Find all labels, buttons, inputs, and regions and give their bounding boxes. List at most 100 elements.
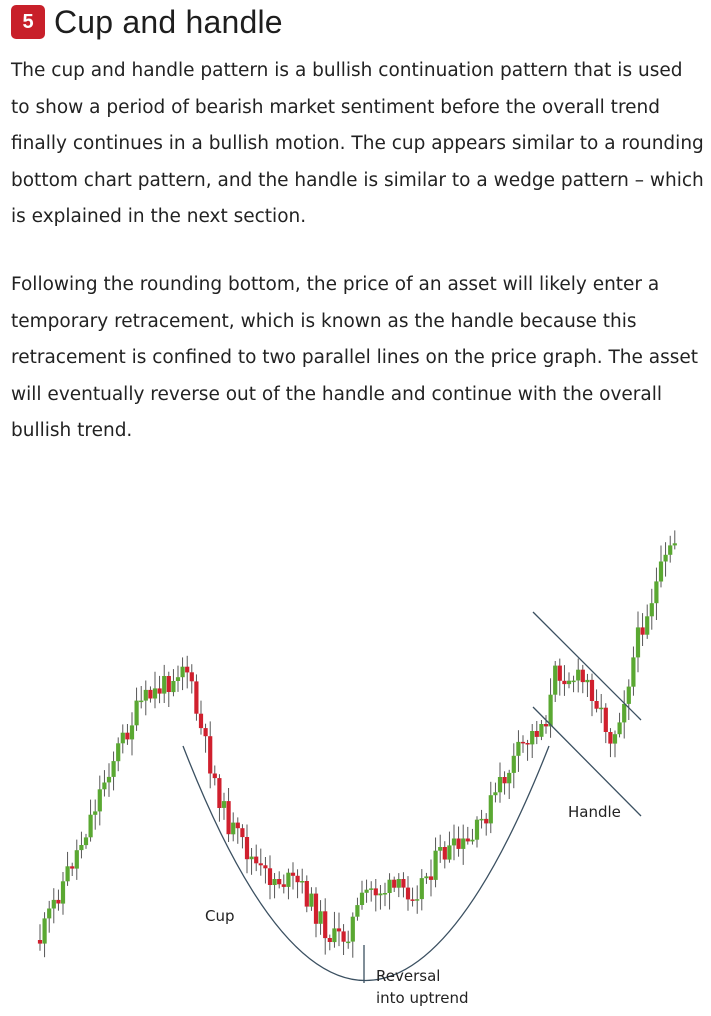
candle-body-54 [286,872,291,887]
candle-body-128 [626,686,631,704]
candle-body-132 [645,616,650,635]
candle-body-74 [378,893,383,896]
handle-label: Handle [568,803,621,821]
candlestick-series [37,530,677,958]
candle-body-118 [580,669,585,683]
candle-body-98 [488,795,493,824]
candle-body-66 [341,931,346,942]
candle-body-88 [442,847,447,860]
candle-body-9 [79,845,84,851]
candle-body-64 [332,928,337,943]
candle-body-24 [148,689,153,699]
candle-body-33 [189,672,194,682]
candle-body-0 [37,940,43,944]
candle-body-18 [120,732,125,744]
candle-body-15 [106,776,112,783]
candle-body-47 [254,856,259,864]
candle-body-3 [51,899,56,909]
candle-body-102 [507,772,512,784]
candle-body-55 [290,872,296,876]
candle-body-32 [185,666,190,673]
candle-body-105 [520,741,526,744]
candle-body-27 [162,676,167,694]
candle-body-101 [502,777,507,784]
candle-body-87 [438,847,443,851]
candle-body-122 [599,707,604,710]
candle-body-5 [60,881,66,904]
candle-body-62 [323,911,328,939]
reversal-label-line1: Reversal [376,967,440,985]
candle-body-129 [631,657,636,687]
candle-body-23 [143,689,148,701]
candle-body-127 [622,703,627,723]
candle-body-10 [83,837,89,846]
candle-body-14 [102,782,107,790]
candle-body-104 [516,741,521,756]
candle-body-22 [139,700,144,703]
candle-body-114 [562,680,567,685]
candle-body-42 [231,822,236,835]
candle-body-35 [198,713,204,729]
candle-body-56 [295,875,300,883]
candle-body-58 [304,881,309,907]
candle-body-135 [658,561,664,582]
candle-body-113 [557,665,562,681]
candle-body-83 [419,878,424,900]
candle-body-110 [543,724,549,727]
candle-body-120 [589,679,595,701]
candle-body-16 [111,761,116,777]
candle-body-130 [635,627,641,658]
candle-body-19 [125,732,130,740]
candle-body-40 [221,801,227,808]
candle-body-49 [263,865,268,869]
candle-body-94 [470,839,475,842]
candle-body-17 [116,743,121,762]
candle-body-107 [530,731,535,745]
candle-body-37 [208,736,213,774]
candle-body-106 [525,743,530,745]
candle-body-138 [672,543,677,546]
candle-body-13 [97,789,102,812]
candle-body-109 [539,724,544,737]
candle-body-80 [405,887,411,900]
cup-curve [182,745,550,981]
candle-body-36 [203,728,208,737]
candle-body-21 [134,700,139,726]
cup-and-handle-chart: Cup Handle Reversal into uptrend [37,530,677,1007]
paragraph-handle: Following the rounding bottom, the price… [11,274,699,441]
candle-body-25 [152,688,158,699]
section-number-badge: 5 [11,5,45,39]
candle-body-117 [576,669,581,681]
candle-body-57 [300,881,305,883]
candle-body-44 [240,828,245,838]
candle-body-79 [401,879,406,888]
cup-label: Cup [205,907,235,925]
handle-upper-trendline [532,611,642,721]
candle-body-61 [318,911,323,924]
candle-body-123 [603,707,608,732]
candle-body-125 [612,734,618,744]
candle-body-68 [350,916,355,942]
candle-body-71 [364,889,369,893]
candle-body-75 [382,893,388,895]
candle-body-41 [226,801,231,835]
candle-body-86 [433,850,438,880]
candle-body-11 [88,814,93,838]
candle-body-8 [74,850,79,869]
candle-body-43 [235,822,240,829]
candle-body-131 [640,627,645,635]
candle-body-82 [415,899,420,901]
candle-body-6 [65,866,70,882]
candle-body-65 [336,928,342,932]
candle-body-89 [447,845,452,860]
candle-body-34 [194,681,199,714]
handle-lower-trendline [532,706,642,817]
candle-body-4 [56,899,61,904]
candle-body-69 [355,905,360,917]
candle-body-137 [668,545,673,555]
candle-body-53 [281,884,286,887]
candle-body-124 [608,732,613,744]
candle-body-133 [649,603,654,617]
section-title: Cup and handle [54,3,283,40]
candle-body-99 [493,792,498,796]
